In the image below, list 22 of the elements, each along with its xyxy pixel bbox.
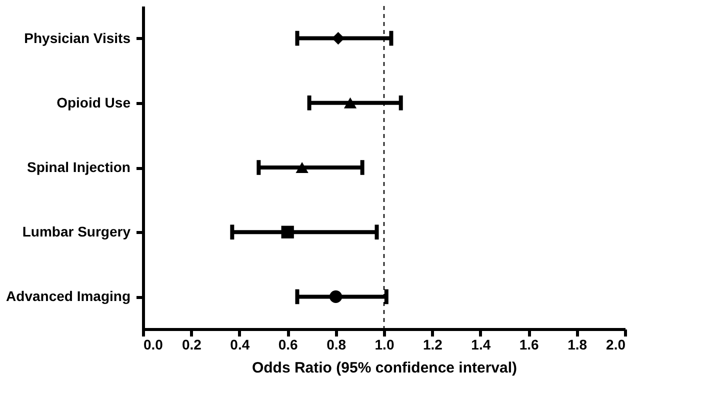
x-tick-label: 0.8 (326, 336, 346, 352)
x-tick-label: 1.4 (471, 336, 491, 352)
x-tick-label: 0.2 (182, 336, 202, 352)
x-tick-label: 1.6 (519, 336, 540, 352)
y-tick-label: Physician Visits (24, 30, 131, 46)
point (332, 32, 345, 45)
x-tick-label: 2.0 (606, 336, 626, 352)
y-tick-label: Opioid Use (56, 94, 131, 110)
x-tick-label: 1.0 (374, 336, 394, 352)
y-tick-label: Lumbar Surgery (22, 224, 131, 240)
point (329, 290, 342, 304)
x-axis-title: Odds Ratio (95% confidence interval) (252, 360, 518, 376)
point (281, 226, 294, 238)
x-tick-label: 0.6 (278, 336, 298, 352)
x-tick-label: 0.4 (230, 336, 250, 352)
x-tick-label: 1.8 (568, 336, 588, 352)
y-tick-label: Spinal Injection (27, 159, 130, 175)
y-tick-label: Advanced Imaging (6, 288, 130, 304)
point (344, 97, 357, 108)
x-tick-label: 0.0 (144, 336, 164, 352)
point (296, 162, 308, 173)
x-tick-label: 1.2 (422, 336, 443, 352)
